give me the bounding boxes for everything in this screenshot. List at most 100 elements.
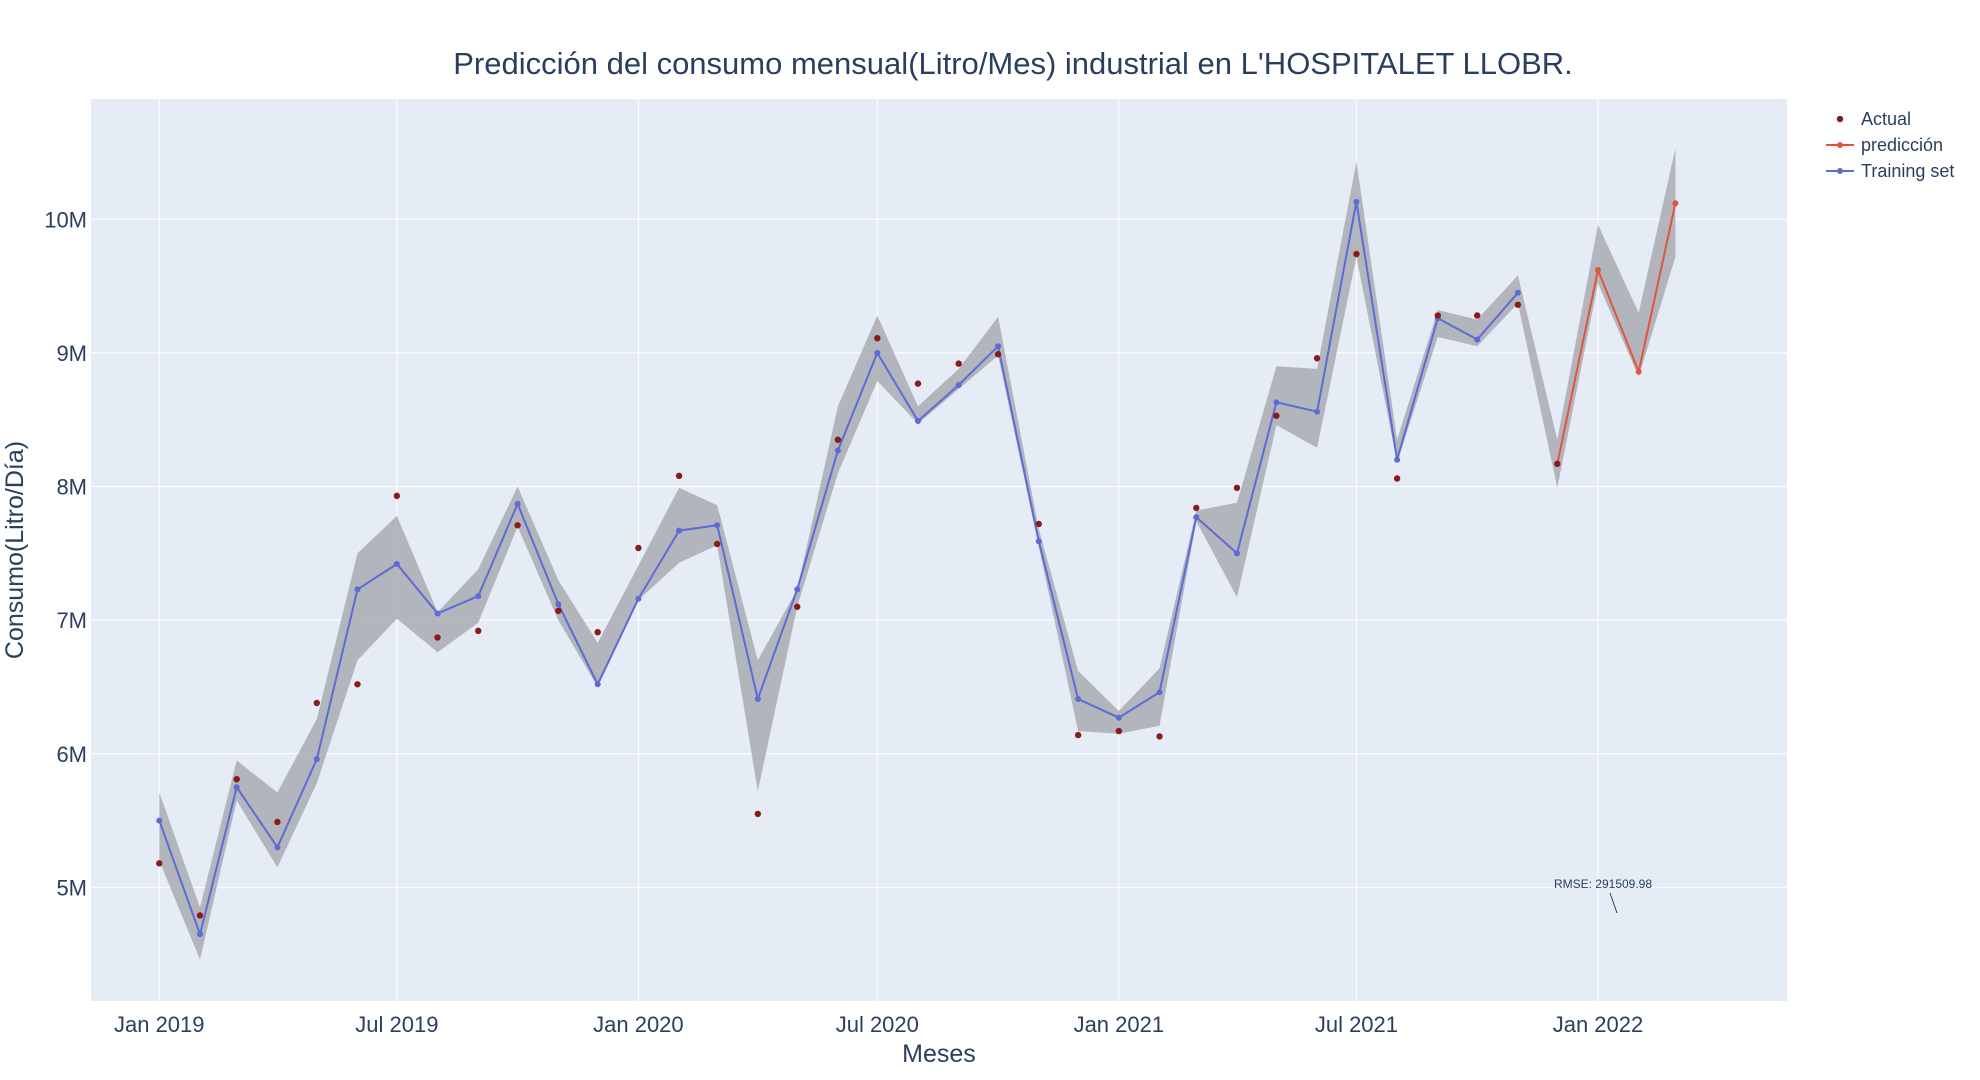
y-tick-label: 6M	[56, 742, 87, 767]
x-tick-label: Jul 2019	[355, 1012, 438, 1037]
training-set-point[interactable]	[594, 681, 601, 688]
actual-point[interactable]	[1074, 731, 1082, 739]
actual-point[interactable]	[196, 912, 204, 919]
actual-point[interactable]	[1474, 312, 1481, 319]
legend-marker	[1837, 168, 1843, 174]
x-axis-title: Meses	[902, 1040, 976, 1068]
actual-point[interactable]	[1353, 250, 1360, 258]
actual-point[interactable]	[156, 860, 163, 867]
actual-point[interactable]	[393, 492, 401, 500]
actual-point[interactable]	[1273, 412, 1280, 419]
training-set-point[interactable]	[196, 931, 203, 938]
y-tick-label: 5M	[56, 875, 87, 900]
training-set-point[interactable]	[1035, 538, 1042, 545]
y-tick-label: 7M	[56, 608, 87, 633]
training-set-point[interactable]	[354, 586, 361, 593]
training-set-point[interactable]	[274, 844, 281, 851]
x-tick-label: Jan 2019	[114, 1012, 205, 1037]
training-set-point[interactable]	[914, 418, 921, 425]
training-set-point[interactable]	[393, 561, 400, 568]
training-set-point[interactable]	[676, 527, 683, 534]
actual-point[interactable]	[1393, 475, 1401, 482]
actual-point[interactable]	[1233, 484, 1241, 492]
actual-point[interactable]	[434, 634, 441, 641]
series-layer	[156, 198, 1679, 938]
training-set-point[interactable]	[874, 349, 881, 356]
training-set-point[interactable]	[1474, 336, 1481, 343]
x-tick-label: Jan 2022	[1553, 1012, 1644, 1037]
training-set-point[interactable]	[1075, 695, 1082, 702]
training-set-point[interactable]	[995, 343, 1002, 350]
actual-point[interactable]	[475, 627, 482, 635]
training-set-point[interactable]	[1353, 198, 1360, 205]
training-set-point[interactable]	[754, 695, 761, 702]
training-set-point[interactable]	[714, 522, 721, 529]
actual-point[interactable]	[1156, 733, 1163, 740]
actual-point[interactable]	[594, 628, 601, 636]
prediccion-point[interactable]	[1635, 368, 1642, 375]
legend[interactable]: Actual predicción Training set	[1826, 109, 1954, 181]
training-set-point[interactable]	[1193, 514, 1200, 521]
y-tick-label: 9M	[56, 341, 87, 366]
actual-point[interactable]	[1514, 301, 1522, 308]
training-set-point[interactable]	[834, 447, 841, 454]
training-set-point[interactable]	[1233, 550, 1240, 557]
training-set-point[interactable]	[156, 817, 163, 824]
actual-point[interactable]	[874, 334, 881, 342]
training-set-point[interactable]	[794, 586, 801, 593]
training-set-point[interactable]	[1156, 689, 1163, 696]
prediccion-point[interactable]	[1672, 200, 1679, 207]
actual-point[interactable]	[1313, 355, 1321, 362]
actual-point[interactable]	[635, 544, 642, 552]
legend-label: Training set	[1861, 161, 1954, 181]
actual-point[interactable]	[1035, 520, 1042, 528]
legend-item-actual[interactable]: Actual	[1836, 109, 1911, 129]
series-training-set	[156, 198, 1521, 938]
actual-point[interactable]	[555, 607, 562, 615]
y-tick-label: 8M	[56, 475, 87, 500]
actual-point[interactable]	[955, 360, 962, 367]
training-set-point[interactable]	[1394, 456, 1401, 463]
actual-point[interactable]	[514, 522, 521, 529]
training-set-point[interactable]	[1514, 289, 1521, 296]
actual-point[interactable]	[675, 472, 683, 480]
legend-item-training-set[interactable]: Training set	[1826, 161, 1954, 181]
training-set-point[interactable]	[955, 381, 962, 388]
training-set-point[interactable]	[1273, 399, 1280, 406]
actual-point[interactable]	[794, 603, 801, 610]
rmse-text: RMSE: 291509.98	[1554, 877, 1652, 891]
y-axis-title: Consumo(Litro/Día)	[1, 441, 29, 659]
training-set-point[interactable]	[475, 593, 482, 600]
training-set-point[interactable]	[313, 756, 320, 763]
training-set-point[interactable]	[434, 610, 441, 617]
prediccion-point[interactable]	[1594, 267, 1601, 274]
legend-marker	[1837, 142, 1843, 148]
actual-point[interactable]	[274, 818, 281, 826]
x-tick-label: Jan 2021	[1074, 1012, 1165, 1037]
training-set-point[interactable]	[233, 784, 240, 791]
training-set-point[interactable]	[1314, 408, 1321, 415]
actual-point[interactable]	[233, 775, 240, 783]
training-set-point[interactable]	[1115, 714, 1122, 721]
actual-point[interactable]	[354, 681, 361, 688]
training-set-point[interactable]	[555, 601, 562, 608]
actual-point[interactable]	[713, 540, 721, 548]
rmse-annotation: RMSE: 291509.98	[1554, 877, 1652, 914]
x-tick-label: Jan 2020	[593, 1012, 684, 1037]
training-set-point[interactable]	[635, 595, 642, 602]
actual-point[interactable]	[313, 699, 320, 707]
actual-point[interactable]	[1193, 504, 1200, 512]
actual-point[interactable]	[1434, 312, 1442, 319]
actual-point[interactable]	[754, 810, 762, 818]
legend-item-prediccion[interactable]: predicción	[1826, 135, 1943, 155]
actual-point[interactable]	[994, 351, 1002, 358]
training-set-point[interactable]	[514, 500, 521, 507]
actual-point[interactable]	[1115, 727, 1123, 735]
actual-point[interactable]	[1554, 460, 1561, 468]
legend-label: predicción	[1861, 135, 1943, 155]
actual-point[interactable]	[914, 380, 922, 387]
actual-point[interactable]	[834, 436, 842, 443]
y-tick-label: 10M	[44, 207, 87, 232]
